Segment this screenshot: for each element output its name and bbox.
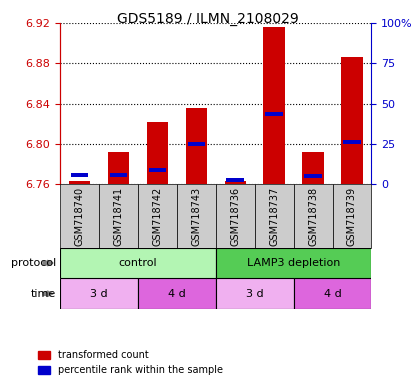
Text: control: control [119, 258, 157, 268]
Bar [216, 248, 371, 278]
Bar [304, 174, 322, 178]
Text: GSM718741: GSM718741 [114, 187, 124, 245]
Text: LAMP3 depletion: LAMP3 depletion [247, 258, 340, 268]
Bar [225, 181, 246, 184]
Bar [227, 178, 244, 182]
Text: 3 d: 3 d [90, 289, 108, 299]
Bar [332, 184, 371, 248]
Text: GSM718737: GSM718737 [269, 186, 279, 246]
Text: time: time [31, 289, 56, 299]
Text: GSM718736: GSM718736 [230, 187, 240, 245]
Bar [343, 140, 361, 144]
Bar [188, 142, 205, 146]
Bar [60, 184, 99, 248]
Text: GSM718738: GSM718738 [308, 187, 318, 245]
Bar [69, 181, 90, 184]
Bar [177, 184, 216, 248]
Text: GDS5189 / ILMN_2108029: GDS5189 / ILMN_2108029 [117, 12, 298, 25]
Bar [149, 168, 166, 172]
Bar [110, 173, 127, 177]
Bar [60, 278, 138, 309]
Bar [294, 184, 332, 248]
Text: 4 d: 4 d [324, 289, 342, 299]
Bar [186, 108, 207, 184]
Legend: transformed count, percentile rank within the sample: transformed count, percentile rank withi… [38, 351, 222, 375]
Text: protocol: protocol [11, 258, 56, 268]
Bar [294, 278, 371, 309]
Bar [108, 152, 129, 184]
Bar [99, 184, 138, 248]
Text: 4 d: 4 d [168, 289, 186, 299]
Bar [147, 122, 168, 184]
Text: GSM718740: GSM718740 [75, 187, 85, 245]
Bar [303, 152, 324, 184]
Text: 3 d: 3 d [246, 289, 264, 299]
Bar [60, 248, 216, 278]
Text: GSM718739: GSM718739 [347, 187, 357, 245]
Text: GSM718743: GSM718743 [191, 187, 201, 245]
FancyArrow shape [43, 260, 53, 266]
Bar [216, 184, 255, 248]
Text: GSM718742: GSM718742 [152, 186, 162, 246]
Bar [266, 112, 283, 116]
Bar [138, 278, 216, 309]
Bar [255, 184, 294, 248]
Bar [264, 27, 285, 184]
Bar [71, 173, 88, 177]
Bar [138, 184, 177, 248]
Bar [341, 57, 363, 184]
FancyArrow shape [43, 291, 53, 296]
Bar [216, 278, 294, 309]
